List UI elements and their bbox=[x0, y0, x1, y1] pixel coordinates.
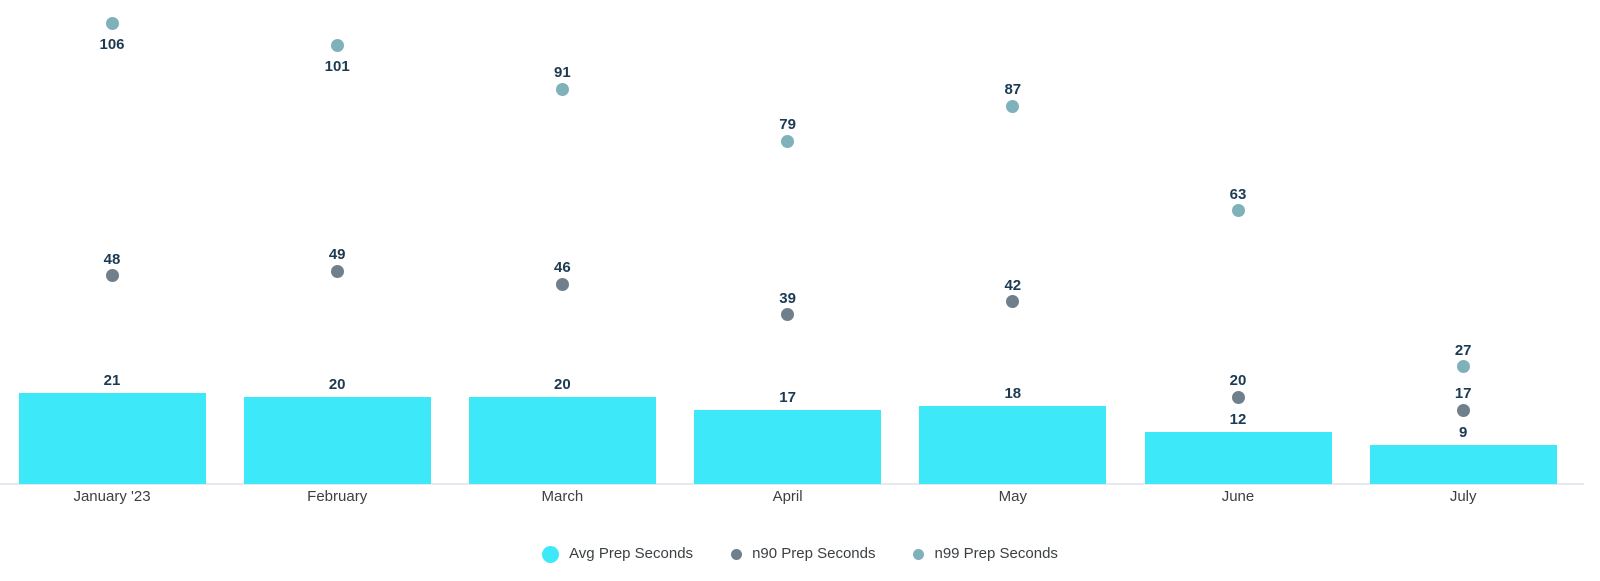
legend-label: Avg Prep Seconds bbox=[569, 545, 694, 562]
n99-prep-value-label: 91 bbox=[554, 64, 571, 82]
x-axis-tick-label: February bbox=[307, 488, 368, 505]
x-axis-line bbox=[0, 483, 1584, 485]
n99-prep-value-label: 101 bbox=[324, 57, 350, 75]
n99-prep-dot[interactable] bbox=[781, 134, 795, 148]
n90-prep-value-label: 46 bbox=[554, 259, 571, 277]
avg-prep-bar[interactable] bbox=[18, 392, 206, 484]
legend-item-n99[interactable]: n99 Prep Seconds bbox=[913, 545, 1058, 563]
avg-prep-value-label: 9 bbox=[1459, 423, 1468, 441]
n90-prep-dot[interactable] bbox=[330, 264, 344, 278]
x-axis-tick-label: May bbox=[998, 488, 1027, 505]
avg-prep-value-label: 17 bbox=[779, 389, 796, 407]
avg-prep-value-label: 21 bbox=[103, 371, 121, 389]
n90-prep-dot[interactable] bbox=[781, 308, 795, 322]
avg-prep-bar[interactable] bbox=[1144, 431, 1332, 484]
avg-prep-value-label: 20 bbox=[328, 376, 346, 394]
n99-prep-value-label: 106 bbox=[99, 35, 125, 53]
legend-label: n99 Prep Seconds bbox=[934, 545, 1058, 562]
n99-prep-value-label: 87 bbox=[1004, 81, 1022, 99]
n90-prep-value-label: 39 bbox=[779, 289, 796, 307]
dot-series-legend-icon bbox=[913, 548, 925, 560]
avg-prep-value-label: 12 bbox=[1229, 410, 1247, 428]
avg-prep-bar[interactable] bbox=[1369, 444, 1557, 484]
n90-prep-dot[interactable] bbox=[1006, 295, 1020, 309]
n90-prep-dot[interactable] bbox=[1231, 390, 1245, 404]
n99-prep-dot[interactable] bbox=[555, 82, 569, 96]
avg-prep-bar[interactable] bbox=[468, 397, 656, 484]
n90-prep-value-label: 42 bbox=[1004, 276, 1022, 294]
n90-prep-dot[interactable] bbox=[105, 269, 119, 283]
legend-item-avg[interactable]: Avg Prep Seconds bbox=[542, 545, 693, 563]
n99-prep-value-label: 79 bbox=[779, 116, 796, 134]
n99-prep-dot[interactable] bbox=[1006, 99, 1020, 113]
n90-prep-dot[interactable] bbox=[555, 277, 569, 291]
x-axis-tick-label: April bbox=[772, 488, 803, 505]
legend: Avg Prep Seconds n90 Prep Seconds n99 Prep… bbox=[0, 543, 1600, 565]
n90-prep-value-label: 20 bbox=[1229, 372, 1247, 390]
dot-series-legend-icon bbox=[731, 548, 743, 560]
n90-prep-value-label: 48 bbox=[103, 250, 121, 268]
n99-prep-dot[interactable] bbox=[1456, 360, 1470, 374]
x-axis-tick-label: July bbox=[1449, 488, 1477, 505]
n99-prep-dot[interactable] bbox=[105, 17, 119, 31]
n99-prep-value-label: 27 bbox=[1454, 341, 1472, 359]
n90-prep-value-label: 17 bbox=[1454, 385, 1472, 403]
x-axis-tick-label: March bbox=[541, 488, 584, 505]
avg-prep-value-label: 20 bbox=[554, 376, 571, 394]
x-axis-tick-label: January '23 bbox=[73, 488, 151, 505]
legend-item-n90[interactable]: n90 Prep Seconds bbox=[731, 545, 875, 563]
n99-prep-dot[interactable] bbox=[330, 39, 344, 53]
bar-series-legend-icon bbox=[542, 545, 560, 563]
n90-prep-dot[interactable] bbox=[1456, 403, 1470, 417]
avg-prep-bar[interactable] bbox=[694, 410, 882, 484]
n99-prep-value-label: 63 bbox=[1229, 185, 1247, 203]
avg-prep-value-label: 18 bbox=[1004, 384, 1022, 402]
avg-prep-bar[interactable] bbox=[919, 405, 1107, 484]
avg-prep-bar[interactable] bbox=[243, 397, 431, 484]
n99-prep-dot[interactable] bbox=[1231, 204, 1245, 218]
legend-label: n90 Prep Seconds bbox=[752, 545, 876, 562]
plot-area: 21 48 106 January '23 20 49 101 February 20 46 91 M… bbox=[0, 17, 1584, 505]
x-axis-tick-label: June bbox=[1221, 488, 1255, 505]
n90-prep-value-label: 49 bbox=[328, 246, 346, 264]
